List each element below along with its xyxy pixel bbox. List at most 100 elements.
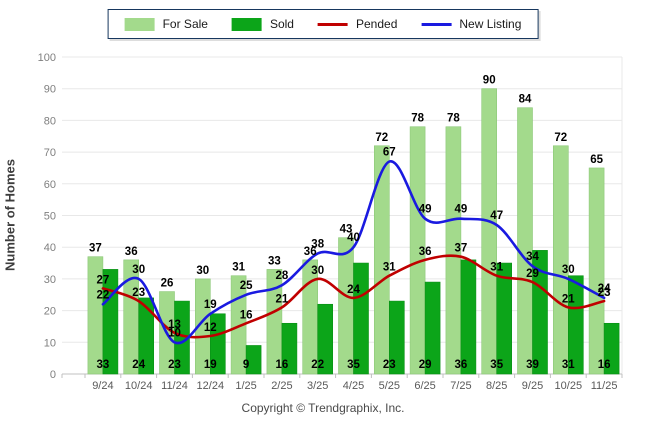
y-tick-label: 50	[44, 211, 56, 223]
legend-swatch-line	[317, 22, 348, 26]
y-tick-label: 20	[44, 306, 56, 318]
value-label-new-listing: 30	[132, 264, 145, 276]
legend-item-for-sale: For Sale	[124, 17, 208, 31]
x-axis-label: 9/25	[522, 380, 543, 392]
bar-for-sale	[552, 145, 569, 375]
legend: For Sale Sold Pended New Listing	[107, 9, 539, 39]
value-label-sold: 24	[132, 359, 145, 371]
value-label-sold: 19	[204, 359, 217, 371]
value-label-pended: 12	[204, 322, 217, 334]
x-axis-label: 4/25	[343, 380, 364, 392]
bar-sold	[532, 250, 548, 375]
bar-for-sale	[266, 269, 283, 375]
value-label-sold: 36	[455, 359, 468, 371]
copyright-text: Copyright © Trendgraphix, Inc.	[241, 401, 405, 415]
value-label-pended: 29	[526, 268, 539, 280]
bar-for-sale	[338, 237, 354, 375]
x-axis-label: 12/24	[197, 380, 225, 392]
x-axis-label: 10/25	[555, 380, 583, 392]
value-label-for-sale: 36	[125, 246, 138, 258]
bar-for-sale	[517, 107, 533, 375]
value-label-sold: 39	[526, 359, 539, 371]
bar-sold	[317, 303, 334, 375]
bar-for-sale	[302, 259, 319, 375]
y-axis-title: Number of Homes	[2, 159, 18, 271]
value-label-pended: 23	[598, 287, 611, 299]
value-label-for-sale: 36	[304, 246, 317, 258]
value-label-new-listing: 38	[311, 239, 324, 251]
value-label-for-sale: 30	[196, 265, 209, 277]
bar-sold	[353, 262, 369, 375]
value-label-new-listing: 10	[168, 327, 181, 339]
bar-for-sale	[409, 126, 426, 375]
bar-sold	[245, 345, 262, 375]
y-tick-label: 70	[44, 147, 56, 159]
value-label-pended: 31	[490, 262, 503, 274]
x-axis-label: 11/24	[161, 380, 188, 392]
legend-item-pended: Pended	[317, 17, 398, 31]
bar-sold	[567, 275, 584, 375]
value-label-pended: 21	[276, 293, 289, 305]
value-label-new-listing: 28	[276, 270, 289, 282]
value-label-for-sale: 72	[375, 132, 388, 144]
bar-for-sale	[445, 126, 462, 375]
bar-sold	[138, 297, 154, 375]
x-axis-label: 2/25	[271, 380, 292, 392]
value-label-for-sale: 37	[89, 243, 102, 255]
y-tick-label: 80	[44, 115, 56, 127]
value-label-new-listing: 22	[97, 289, 110, 301]
value-label-pended: 37	[455, 243, 468, 255]
pended-line	[101, 254, 606, 339]
value-label-sold: 23	[168, 359, 181, 371]
value-label-sold: 9	[243, 359, 249, 371]
bar-for-sale	[588, 167, 605, 375]
value-label-new-listing: 40	[347, 232, 360, 244]
x-axis-label: 8/25	[486, 380, 507, 392]
legend-label: Pended	[355, 17, 398, 31]
legend-swatch-line	[421, 22, 452, 26]
x-axis-label: 10/24	[125, 380, 153, 392]
legend-item-sold: Sold	[231, 17, 294, 31]
bar-sold	[281, 322, 298, 375]
bar-sold	[496, 262, 513, 375]
legend-label: New Listing	[459, 17, 522, 31]
bar-for-sale	[481, 88, 498, 375]
value-label-for-sale: 78	[447, 113, 460, 125]
value-label-sold: 29	[419, 359, 432, 371]
value-label-pended: 16	[240, 309, 253, 321]
x-axis-label: 7/25	[450, 380, 471, 392]
value-label-new-listing: 25	[240, 280, 253, 292]
x-axis-label: 11/25	[591, 380, 618, 392]
value-label-for-sale: 84	[519, 94, 532, 106]
value-label-pended: 27	[97, 274, 110, 286]
x-axis-label: 3/25	[307, 380, 328, 392]
y-tick-label: 40	[44, 242, 56, 254]
value-label-sold: 33	[97, 359, 110, 371]
legend-label: Sold	[269, 17, 294, 31]
value-label-for-sale: 65	[590, 154, 603, 166]
value-label-for-sale: 72	[554, 132, 567, 144]
y-tick-label: 0	[50, 369, 56, 381]
value-label-new-listing: 67	[383, 147, 396, 159]
value-label-for-sale: 26	[161, 278, 174, 290]
value-label-new-listing: 19	[204, 299, 217, 311]
x-axis-label: 6/25	[414, 380, 435, 392]
value-label-for-sale: 43	[340, 224, 353, 236]
y-tick-label: 90	[44, 84, 56, 96]
bar-sold	[460, 259, 477, 375]
x-axis-label: 9/24	[92, 380, 113, 392]
value-label-sold: 22	[311, 359, 324, 371]
legend-item-new-listing: New Listing	[421, 17, 521, 31]
value-label-for-sale: 33	[268, 255, 281, 267]
bar-sold	[388, 300, 405, 375]
value-label-sold: 31	[562, 359, 575, 371]
value-label-sold: 35	[347, 359, 360, 371]
value-label-pended: 13	[168, 319, 181, 331]
value-label-sold: 16	[276, 359, 289, 371]
value-label-new-listing: 47	[490, 210, 503, 222]
value-label-sold: 35	[490, 359, 503, 371]
bar-sold	[102, 269, 119, 375]
value-label-pended: 23	[132, 287, 145, 299]
